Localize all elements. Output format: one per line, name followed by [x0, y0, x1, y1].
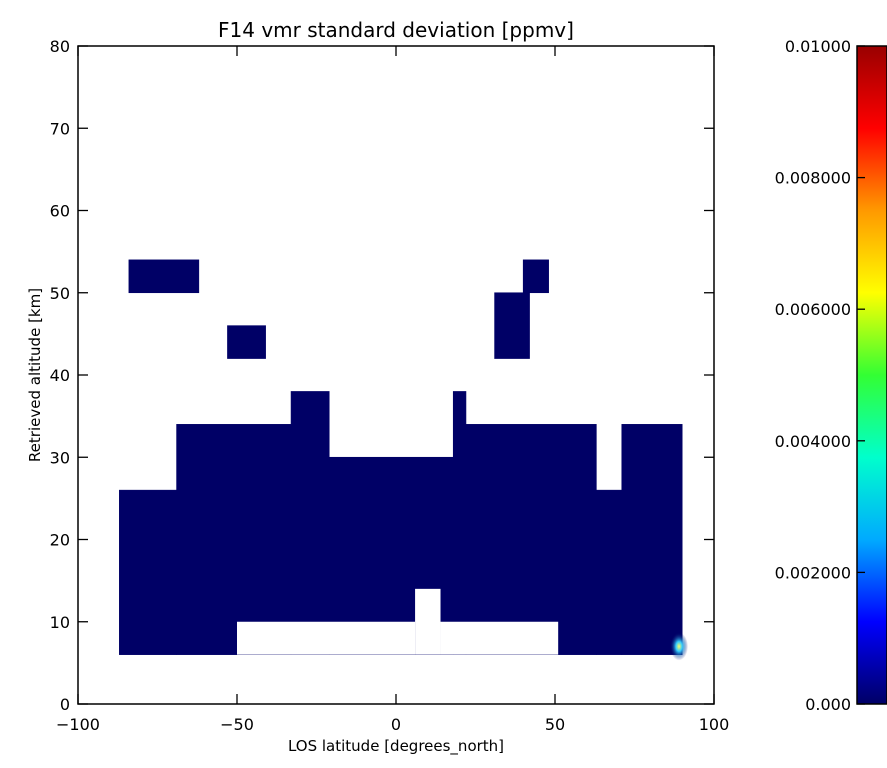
y-axis: 0 10 20 30 40 50 60 70 80	[50, 37, 714, 714]
y-tick-label: 20	[50, 531, 70, 550]
y-tick-label: 40	[50, 366, 70, 385]
colorbar-tick-label: 0.01000	[785, 37, 851, 56]
x-tick-label: 50	[545, 715, 565, 734]
y-tick-label: 30	[50, 448, 70, 467]
missing-data-region	[237, 621, 416, 655]
heatmap-cell	[494, 292, 530, 359]
colorbar-tick-label: 0.004000	[775, 432, 851, 451]
y-axis-label: Retrieved altitude [km]	[26, 288, 44, 462]
colorbar-tick-label: 0.008000	[775, 169, 851, 188]
colorbar-axis: 0.000 0.002000 0.004000 0.006000 0.008000 0.0…	[775, 37, 865, 714]
x-tick-label: 100	[699, 715, 730, 734]
heatmap-cells	[119, 259, 683, 655]
heatmap-hotspot	[670, 632, 689, 661]
heatmap-cell	[128, 259, 200, 294]
y-tick-label: 70	[50, 119, 70, 138]
y-tick-label: 80	[50, 37, 70, 56]
chart-title: F14 vmr standard deviation [ppmv]	[218, 18, 574, 42]
heatmap-cell	[522, 259, 549, 294]
y-tick-label: 10	[50, 613, 70, 632]
x-axis-label: LOS latitude [degrees_north]	[288, 737, 504, 756]
heatmap-hotspot-cell	[670, 632, 689, 661]
missing-data-region	[440, 621, 559, 655]
heatmap-cell	[465, 424, 597, 655]
heatmap-cell	[227, 325, 266, 359]
colorbar-tick-label: 0.002000	[775, 563, 851, 582]
heatmap-cell	[596, 489, 623, 655]
colorbar	[856, 45, 887, 705]
heatmap-cell	[290, 391, 330, 655]
y-tick-label: 60	[50, 202, 70, 221]
x-tick-label: 0	[391, 715, 401, 734]
colorbar-tick-label: 0.006000	[775, 300, 851, 319]
missing-data-region	[415, 588, 441, 655]
y-tick-label: 0	[60, 695, 70, 714]
heatmap-cell	[452, 391, 467, 655]
x-axis: −100 −50 0 50 100	[56, 46, 729, 734]
heatmap-cell	[621, 424, 683, 655]
x-tick-label: −100	[56, 715, 100, 734]
x-tick-label: −50	[220, 715, 254, 734]
heatmap-cell	[119, 489, 177, 655]
heatmap-gaps	[237, 588, 559, 655]
y-tick-label: 50	[50, 284, 70, 303]
colorbar-tick-label: 0.000	[805, 695, 851, 714]
heatmap-cell	[176, 424, 292, 655]
